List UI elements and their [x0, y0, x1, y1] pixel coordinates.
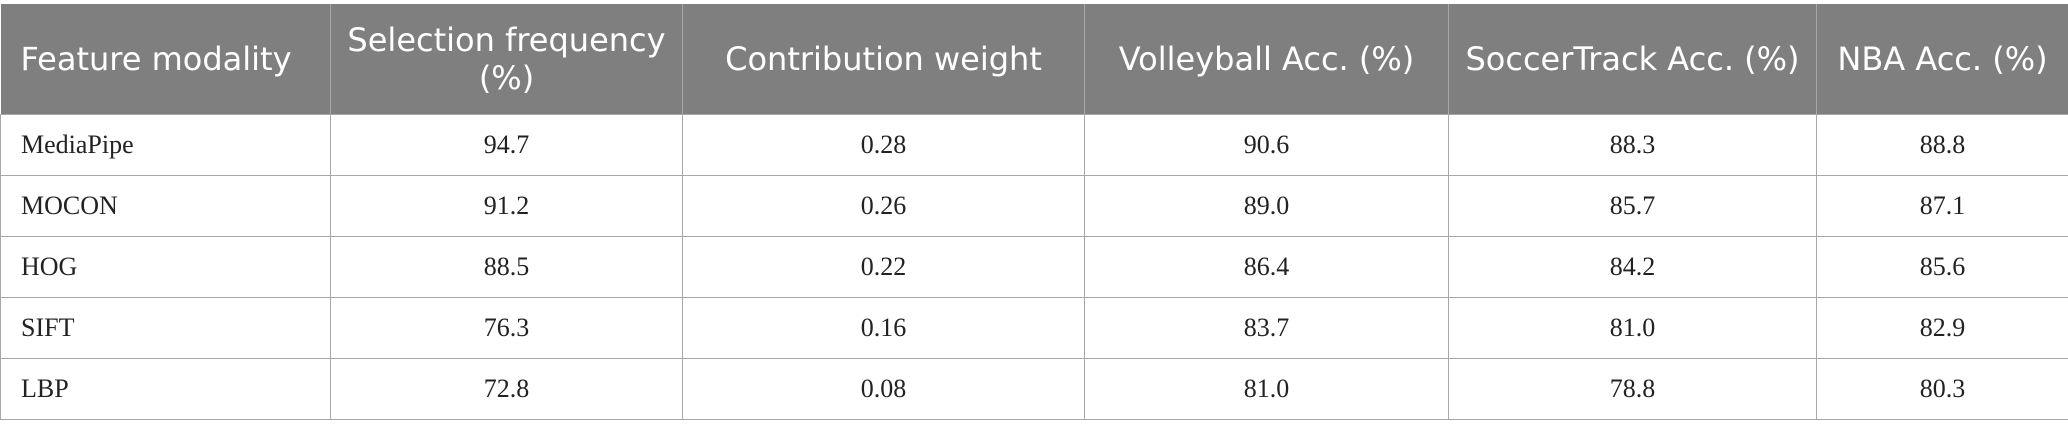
value-cell: 88.5	[331, 236, 683, 297]
value-cell: 72.8	[331, 358, 683, 419]
value-cell: 81.0	[1449, 297, 1817, 358]
value-cell: 76.3	[331, 297, 683, 358]
value-cell: 0.16	[683, 297, 1085, 358]
value-cell: 85.7	[1449, 175, 1817, 236]
value-cell: 91.2	[331, 175, 683, 236]
value-cell: 0.28	[683, 114, 1085, 175]
value-cell: 0.22	[683, 236, 1085, 297]
row-label: LBP	[1, 358, 331, 419]
value-cell: 86.4	[1085, 236, 1449, 297]
value-cell: 0.26	[683, 175, 1085, 236]
row-label: MediaPipe	[1, 114, 331, 175]
header-cell: Volleyball Acc. (%)	[1085, 4, 1449, 114]
value-cell: 81.0	[1085, 358, 1449, 419]
row-label: HOG	[1, 236, 331, 297]
value-cell: 88.8	[1817, 114, 2068, 175]
value-cell: 94.7	[331, 114, 683, 175]
value-cell: 85.6	[1817, 236, 2068, 297]
value-cell: 0.08	[683, 358, 1085, 419]
header-cell: Contribution weight	[683, 4, 1085, 114]
value-cell: 89.0	[1085, 175, 1449, 236]
header-cell: NBA Acc. (%)	[1817, 4, 2068, 114]
value-cell: 84.2	[1449, 236, 1817, 297]
value-cell: 78.8	[1449, 358, 1817, 419]
header-cell: SoccerTrack Acc. (%)	[1449, 4, 1817, 114]
row-label: SIFT	[1, 297, 331, 358]
row-label: MOCON	[1, 175, 331, 236]
value-cell: 83.7	[1085, 297, 1449, 358]
value-cell: 88.3	[1449, 114, 1817, 175]
header-cell: Selection frequency (%)	[331, 4, 683, 114]
value-cell: 90.6	[1085, 114, 1449, 175]
header-cell: Feature modality	[1, 4, 331, 114]
value-cell: 82.9	[1817, 297, 2068, 358]
value-cell: 87.1	[1817, 175, 2068, 236]
value-cell: 80.3	[1817, 358, 2068, 419]
